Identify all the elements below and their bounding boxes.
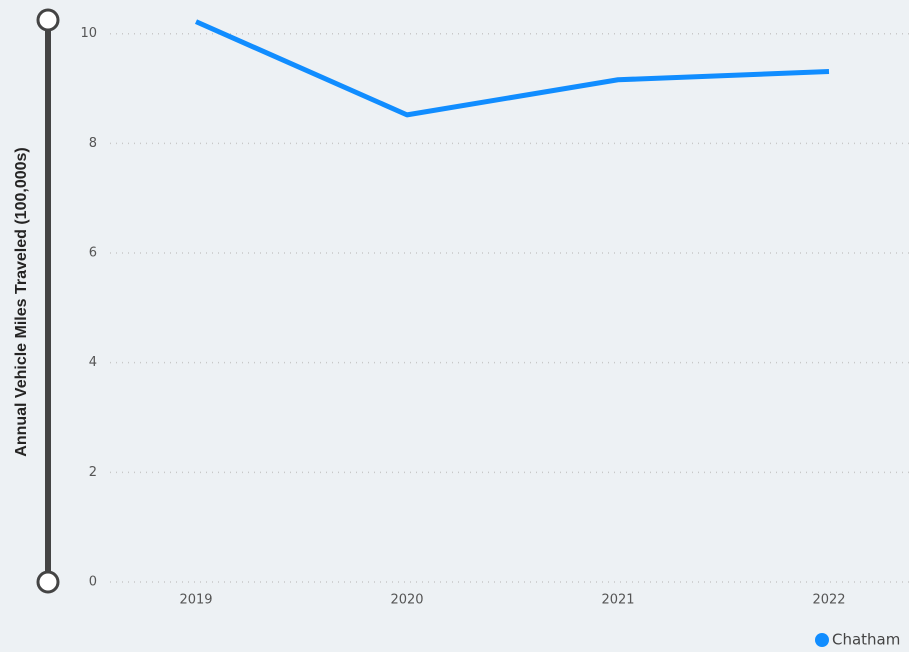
series-line (194, 19, 830, 118)
legend-label: Chatham (832, 631, 900, 649)
y-tick-label: 2 (89, 465, 97, 480)
y-axis-label: Annual Vehicle Miles Traveled (100,000s) (13, 147, 30, 456)
y-tick-label: 4 (89, 355, 97, 370)
y-tick-label: 0 (89, 575, 97, 590)
legend-marker (815, 633, 829, 647)
y-tick-label: 6 (89, 246, 97, 261)
y-tick-label: 10 (80, 26, 97, 41)
slider-handle[interactable] (36, 8, 60, 32)
x-tick-label: 2020 (390, 593, 423, 608)
x-tick-label: 2021 (601, 593, 634, 608)
x-tick-label: 2022 (812, 593, 845, 608)
y-tick-label: 8 (89, 136, 97, 151)
slider-handle[interactable] (36, 570, 60, 594)
x-tick-label: 2019 (179, 593, 212, 608)
